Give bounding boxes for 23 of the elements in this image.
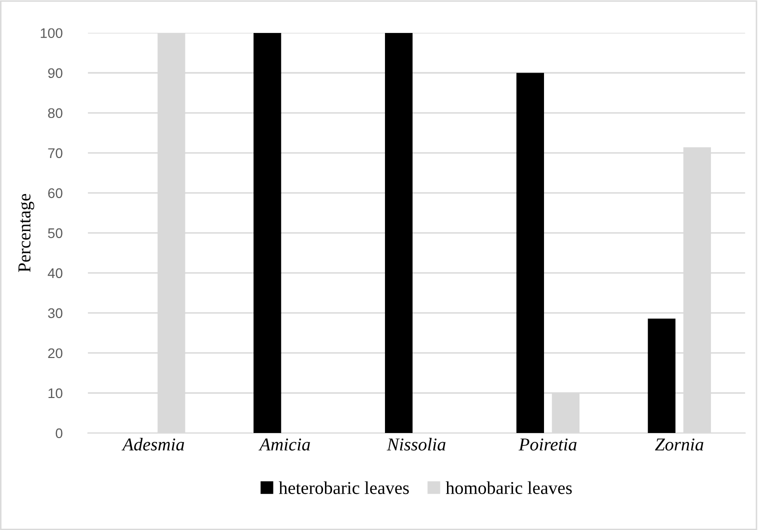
x-tick-label: Adesmia	[122, 438, 184, 451]
y-axis-title: Percentage	[18, 194, 34, 272]
y-tick-label: 80	[48, 108, 62, 118]
y-tick-label: 40	[48, 268, 62, 278]
y-tick-label: 0	[56, 428, 62, 438]
y-tick-label: 60	[48, 188, 62, 198]
x-tick-label: Amicia	[258, 438, 310, 451]
x-tick-label: Nissolia	[386, 438, 446, 451]
bar	[384, 32, 413, 434]
y-tick-label: 70	[48, 148, 62, 158]
bar	[516, 72, 544, 434]
x-tick-label: Zornia	[655, 438, 704, 451]
x-tick-label: Poiretia	[518, 438, 577, 451]
y-tick-label: 100	[40, 28, 62, 38]
y-tick-label: 30	[48, 308, 62, 318]
bar	[254, 32, 282, 434]
legend-label: heterobaric leaves	[278, 481, 409, 494]
y-tick-label: 90	[48, 68, 62, 78]
y-tick-label: 50	[48, 228, 62, 238]
legend-label: homobaric leaves	[446, 481, 572, 494]
bar	[648, 318, 676, 434]
y-tick-label: 20	[48, 348, 62, 358]
y-tick-label: 10	[48, 388, 62, 398]
